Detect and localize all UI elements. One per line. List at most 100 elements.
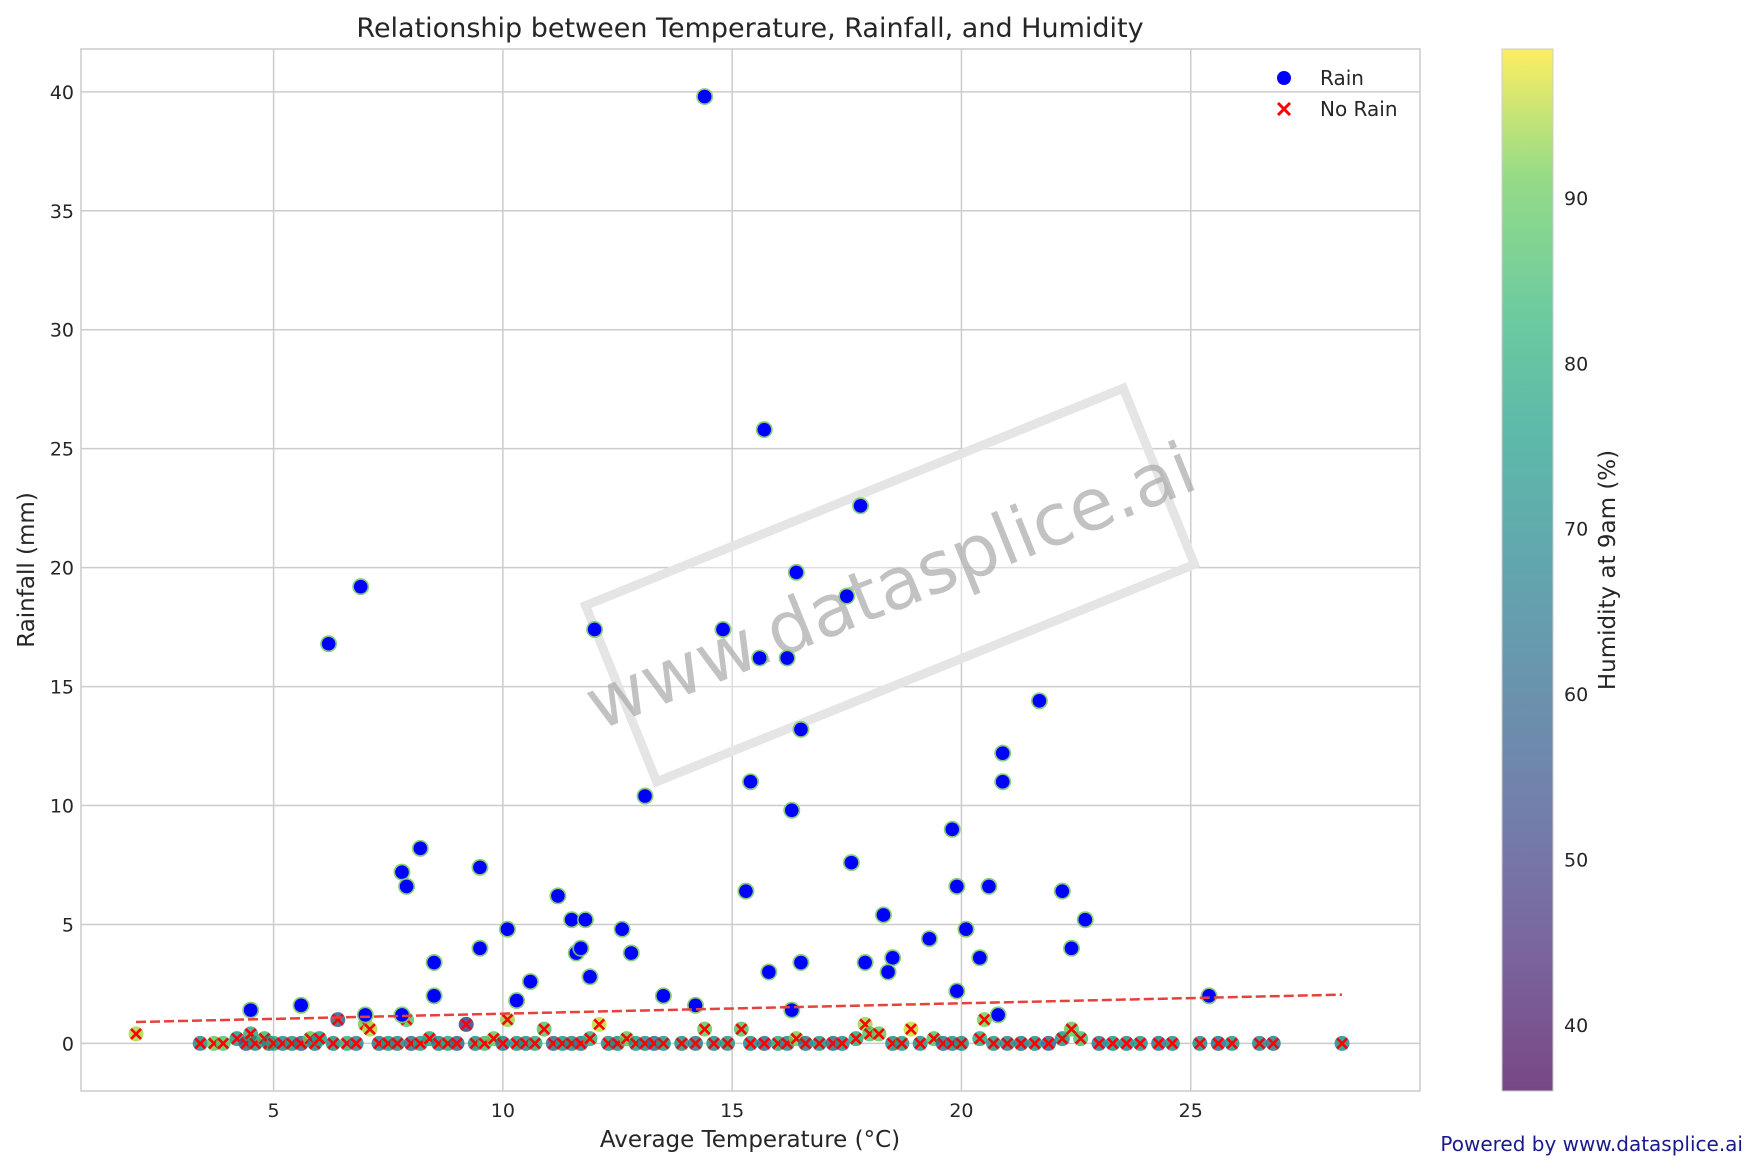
no-rain-point [903,1021,919,1037]
rain-point [948,982,966,1000]
no-rain-point [1192,1035,1208,1051]
x-tick-label: 5 [268,1100,280,1122]
no-rain-point [1265,1035,1281,1051]
rain-point [1076,911,1094,929]
no-rain-point [953,1035,969,1051]
x-axis-label: Average Temperature (°C) [600,1127,900,1153]
y-tick-label: 20 [50,558,74,580]
rain-point [686,996,704,1014]
rain-point [751,649,769,667]
rain-point [521,973,539,991]
rain-point [787,563,805,581]
rain-point [920,930,938,948]
no-rain-point [834,1035,850,1051]
no-rain-point [1027,1035,1043,1051]
rain-point [714,620,732,638]
no-rain-point [1073,1031,1089,1047]
no-rain-point [1132,1035,1148,1051]
rain-point [498,920,516,938]
no-rain-point [325,1035,341,1051]
rain-point [471,858,489,876]
rain-point [581,968,599,986]
x-tick-label: 25 [1179,1100,1203,1122]
no-rain-point [697,1021,713,1037]
rain-point [654,987,672,1005]
no-rain-point [912,1035,928,1051]
rain-point [425,954,443,972]
no-rain-point [1105,1035,1121,1051]
rain-point [989,1006,1007,1024]
no-rain-point [848,1031,864,1047]
y-tick-label: 0 [62,1033,74,1055]
colorbar: 40 50 60 70 80 90 Humidity at 9am (%) [1501,48,1621,1092]
powered-by-credit: Powered by www.datasplice.ai [1440,1132,1743,1156]
no-rain-point [798,1035,814,1051]
y-tick-label: 30 [50,320,74,342]
no-rain-point [389,1035,405,1051]
rain-point [980,877,998,895]
rain-point [622,944,640,962]
no-rain-point [362,1021,378,1037]
rain-point [838,587,856,605]
no-rain-point [811,1035,827,1051]
rain-point [586,620,604,638]
x-tick-label: 10 [491,1100,515,1122]
rain-point [563,911,581,929]
no-rain-point [495,1035,511,1051]
colorbar-label: Humidity at 9am (%) [1595,450,1621,690]
rain-point [856,954,874,972]
y-axis-ticks: 0 5 10 15 20 25 30 35 40 [50,82,74,1056]
rain-series [242,88,1218,1024]
no-rain-point [743,1035,758,1051]
no-rain-point [499,1012,515,1028]
rain-point [994,773,1012,791]
colorbar-tick-label: 40 [1564,1015,1588,1037]
rain-point [994,744,1012,762]
no-rain-point [311,1031,327,1047]
rain-point [425,987,443,1005]
rain-point [393,863,411,881]
y-tick-label: 5 [62,914,74,936]
rain-point [352,578,370,596]
no-rain-point [1063,1021,1079,1037]
rain-point [508,992,526,1010]
no-rain-point [458,1016,474,1032]
no-rain-point [1164,1035,1180,1051]
rain-point [696,88,714,106]
no-rain-point [536,1021,552,1037]
legend-rain-marker [1277,71,1291,85]
rain-point [356,1006,374,1024]
legend-no-rain-marker [1276,101,1292,117]
no-rain-point [1091,1035,1107,1051]
rain-point [943,820,961,838]
rain-point [1053,882,1071,900]
rain-point [1030,692,1048,710]
rain-point [842,854,860,872]
no-rain-point [655,1035,671,1051]
rain-point [852,497,870,515]
no-rain-point [871,1026,887,1042]
y-tick-label: 25 [50,439,74,461]
rain-point [292,996,310,1014]
trend-line [135,993,1343,1024]
chart-title: Relationship between Temperature, Rainfa… [356,13,1143,44]
no-rain-point [1210,1035,1226,1051]
rain-point [576,911,594,929]
rain-point [572,939,590,957]
rain-point [613,920,631,938]
rain-point [792,954,810,972]
rain-point [874,906,892,924]
rain-point [792,720,810,738]
colorbar-tick-label: 60 [1564,684,1588,706]
rain-point [879,963,897,981]
no-rain-point [894,1035,910,1051]
y-tick-label: 40 [50,82,74,104]
no-rain-point [348,1035,364,1051]
no-rain-point [1041,1035,1057,1051]
rain-point [760,963,778,981]
no-rain-point [582,1031,598,1047]
no-rain-point [986,1035,1002,1051]
rain-point [737,882,755,900]
no-rain-point [1013,1035,1029,1051]
no-rain-point [687,1035,703,1051]
